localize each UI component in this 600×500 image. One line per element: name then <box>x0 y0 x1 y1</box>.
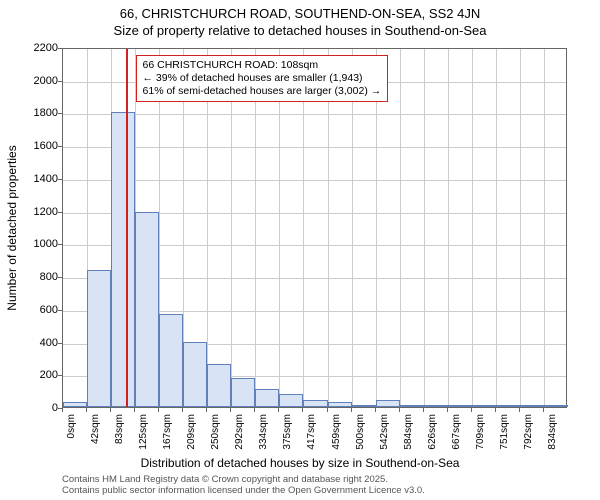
ytick-label: 800 <box>40 271 58 283</box>
histogram-bar <box>520 405 544 407</box>
xtick-label: 417sqm <box>306 414 317 450</box>
histogram-bar <box>111 112 135 407</box>
xtick-label: 42sqm <box>90 414 101 444</box>
histogram-bar <box>87 270 111 407</box>
ytick-label: 400 <box>40 337 58 349</box>
xtick-label: 626sqm <box>427 414 438 450</box>
xtick-label: 584sqm <box>403 414 414 450</box>
histogram-bar <box>352 405 376 407</box>
xtick-label: 459sqm <box>331 414 342 450</box>
footnote: Contains HM Land Registry data © Crown c… <box>62 474 425 497</box>
xtick-label: 334sqm <box>258 414 269 450</box>
histogram-bar <box>400 405 424 407</box>
xtick-label: 751sqm <box>499 414 510 450</box>
histogram-bar <box>231 378 255 407</box>
histogram-bar <box>63 402 87 407</box>
ytick-label: 600 <box>40 304 58 316</box>
ytick-label: 2000 <box>34 75 58 87</box>
histogram-bar <box>448 405 472 407</box>
annot-l1: 66 CHRISTCHURCH ROAD: 108sqm <box>143 59 382 72</box>
y-axis-label: Number of detached properties <box>5 145 19 310</box>
histogram-bar <box>328 402 352 407</box>
footnote-line1: Contains HM Land Registry data © Crown c… <box>62 474 425 485</box>
annot-l2: ← 39% of detached houses are smaller (1,… <box>143 72 382 85</box>
histogram-bar <box>207 364 231 407</box>
ytick-label: 1000 <box>34 238 58 250</box>
xtick-label: 0sqm <box>66 414 77 438</box>
footnote-line2: Contains public sector information licen… <box>62 485 425 496</box>
histogram-bar <box>159 314 183 407</box>
xtick-label: 792sqm <box>523 414 534 450</box>
xtick-label: 709sqm <box>475 414 486 450</box>
histogram-bar <box>279 394 303 407</box>
plot-area: 66 CHRISTCHURCH ROAD: 108sqm← 39% of det… <box>62 48 567 408</box>
xtick-label: 250sqm <box>210 414 221 450</box>
annot-l3: 61% of semi-detached houses are larger (… <box>143 85 382 98</box>
ytick-label: 1800 <box>34 107 58 119</box>
xtick-label: 125sqm <box>138 414 149 450</box>
chart-title-address: 66, CHRISTCHURCH ROAD, SOUTHEND-ON-SEA, … <box>0 0 600 21</box>
xtick-label: 292sqm <box>234 414 245 450</box>
ytick-label: 1200 <box>34 206 58 218</box>
xtick-label: 500sqm <box>355 414 366 450</box>
histogram-bar <box>303 400 327 407</box>
histogram-bar <box>424 405 448 407</box>
histogram-bar <box>135 212 159 407</box>
xtick-label: 375sqm <box>282 414 293 450</box>
ytick-label: 2200 <box>34 42 58 54</box>
histogram-bar <box>376 400 400 407</box>
histogram-bar <box>472 405 496 407</box>
chart-subtitle: Size of property relative to detached ho… <box>0 21 600 38</box>
ytick-label: 200 <box>40 369 58 381</box>
xtick-label: 209sqm <box>186 414 197 450</box>
histogram-bar <box>496 405 520 407</box>
histogram-bar <box>183 342 207 407</box>
xtick-label: 834sqm <box>547 414 558 450</box>
histogram-bar <box>544 405 568 407</box>
xtick-label: 542sqm <box>379 414 390 450</box>
xtick-label: 83sqm <box>114 414 125 444</box>
annotation-box: 66 CHRISTCHURCH ROAD: 108sqm← 39% of det… <box>136 55 389 102</box>
ytick-label: 1400 <box>34 173 58 185</box>
histogram-bar <box>255 389 279 407</box>
xtick-label: 667sqm <box>451 414 462 450</box>
xtick-label: 167sqm <box>162 414 173 450</box>
reference-line <box>126 49 128 407</box>
ytick-label: 1600 <box>34 140 58 152</box>
x-axis-label: Distribution of detached houses by size … <box>0 456 600 470</box>
